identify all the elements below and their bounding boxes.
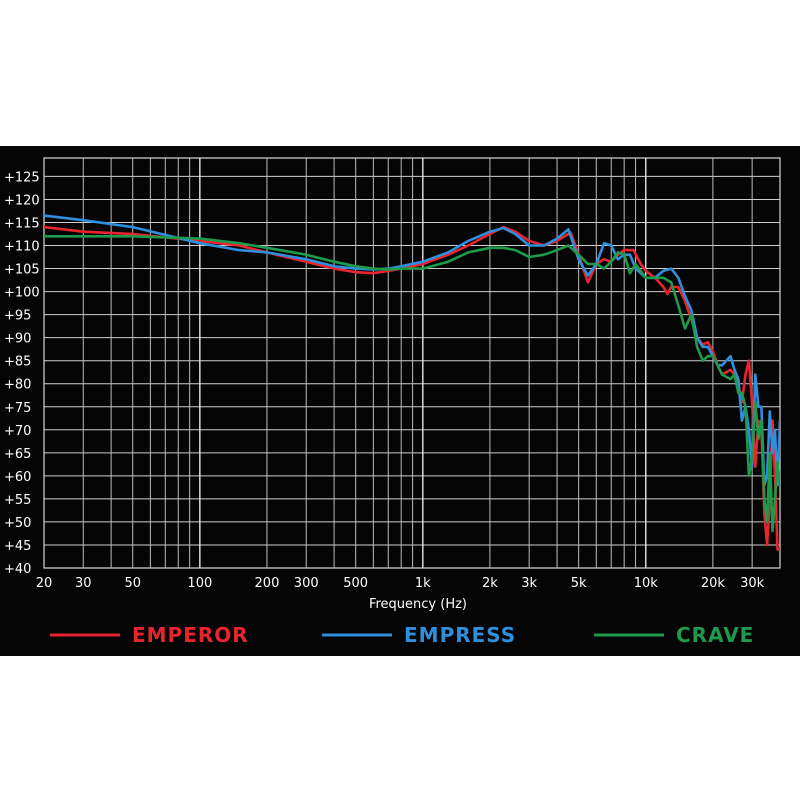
y-tick-label: +60 [4, 470, 31, 485]
x-tick-label: 200 [255, 576, 280, 591]
series-line-empress [44, 214, 780, 487]
x-tick-label: 500 [343, 576, 368, 591]
x-tick-label: 30k [740, 576, 765, 591]
plot-border [43, 157, 781, 569]
series-lines [44, 214, 780, 551]
x-tick-label: 30 [75, 576, 92, 591]
y-tick-label: +120 [4, 193, 40, 208]
legend-item-crave: CRAVE [594, 623, 754, 647]
x-tick-label: 20 [36, 576, 53, 591]
y-tick-label: +100 [4, 286, 40, 301]
x-tick-label: 5k [571, 576, 587, 591]
legend-item-empress: EMPRESS [322, 623, 516, 647]
y-tick-label: +125 [4, 170, 40, 185]
x-axis-ticks: 20 30 50 100 200 300 500 1k 2k 3k 5k 10k 20k 30k [36, 576, 765, 591]
series-line-crave [44, 235, 780, 533]
x-tick-label: 3k [521, 576, 537, 591]
x-tick-label: 2k [482, 576, 498, 591]
series-line-emperor [44, 225, 780, 551]
legend-label: CRAVE [676, 623, 754, 647]
chart-panel: +125 +120 +115 +110 +105 +100 +95 +90 +85 +80 +75 +… [0, 146, 800, 656]
y-tick-label: +70 [4, 424, 31, 439]
legend-label: EMPEROR [132, 623, 249, 647]
legend-label: EMPRESS [404, 623, 516, 647]
x-axis-label: Frequency (Hz) [369, 597, 467, 612]
x-tick-label: 10k [634, 576, 659, 591]
y-tick-label: +75 [4, 401, 31, 416]
x-tick-label: 20k [701, 576, 726, 591]
x-tick-label: 100 [187, 576, 212, 591]
y-tick-label: +80 [4, 378, 31, 393]
y-tick-label: +90 [4, 332, 31, 347]
frequency-response-chart: +125 +120 +115 +110 +105 +100 +95 +90 +85 +80 +75 +… [4, 157, 781, 647]
legend-item-emperor: EMPEROR [50, 623, 249, 647]
y-tick-label: +85 [4, 355, 31, 370]
y-tick-label: +55 [4, 493, 31, 508]
y-tick-label: +95 [4, 309, 31, 324]
y-tick-label: +40 [4, 562, 31, 577]
x-tick-label: 50 [124, 576, 141, 591]
grid [43, 157, 781, 569]
y-tick-label: +45 [4, 539, 31, 554]
y-axis-ticks: +125 +120 +115 +110 +105 +100 +95 +90 +85 +80 +75 +… [4, 170, 40, 577]
y-tick-label: +50 [4, 516, 31, 531]
y-tick-label: +110 [4, 240, 40, 255]
legend: EMPEROR EMPRESS CRAVE [50, 623, 754, 647]
x-tick-label: 300 [294, 576, 319, 591]
y-tick-label: +105 [4, 263, 40, 278]
y-tick-label: +65 [4, 447, 31, 462]
y-tick-label: +115 [4, 216, 40, 231]
x-tick-label: 1k [415, 576, 431, 591]
